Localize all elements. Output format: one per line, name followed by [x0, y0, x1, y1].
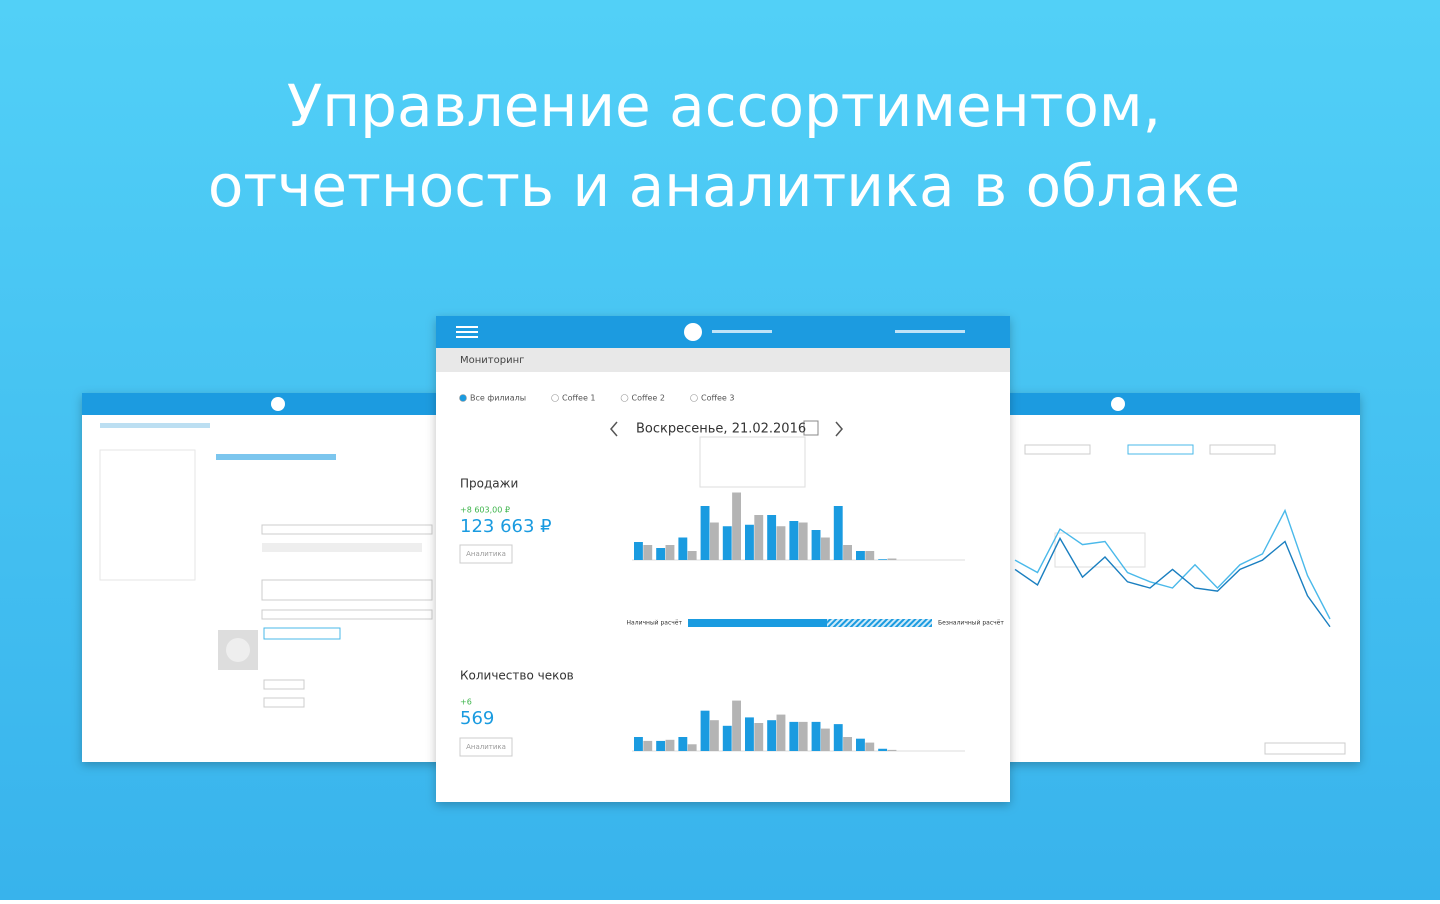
bar — [798, 522, 808, 560]
bar — [776, 714, 786, 751]
headline: отчетность и аналитика в облаке — [208, 152, 1240, 220]
radio-label: Coffee 3 — [701, 394, 734, 403]
bar — [887, 749, 897, 751]
bar — [754, 515, 764, 560]
sales-delta: +8 603,00 ₽ — [460, 506, 510, 515]
checks-total: 569 — [460, 708, 494, 729]
headline: Управление ассортиментом, — [287, 72, 1161, 140]
bar — [700, 710, 710, 751]
bar — [665, 545, 675, 560]
bar — [833, 506, 843, 560]
bar — [820, 537, 830, 560]
bar — [798, 721, 808, 751]
bar — [732, 492, 742, 560]
bar — [643, 545, 653, 560]
bar — [856, 551, 865, 560]
radio[interactable] — [459, 394, 467, 402]
bar — [687, 551, 697, 560]
bar — [634, 737, 643, 751]
bar — [865, 551, 875, 560]
analytics-button[interactable]: Аналитика — [466, 743, 506, 751]
bar — [843, 737, 853, 751]
payment-label: Наличный расчёт — [627, 620, 683, 627]
payment-share — [688, 619, 828, 627]
bar — [678, 737, 688, 751]
line-series — [1014, 536, 1331, 628]
bar — [811, 530, 821, 560]
checks-delta: +6 — [460, 698, 472, 707]
payment-share — [827, 619, 932, 627]
bar — [811, 721, 821, 751]
radio[interactable] — [690, 394, 698, 402]
bar — [820, 728, 830, 751]
radio-label: Coffee 1 — [562, 394, 595, 403]
bar — [887, 558, 897, 560]
bar — [700, 506, 710, 560]
bar — [767, 720, 777, 751]
bar — [709, 522, 719, 560]
bar — [634, 542, 643, 560]
sales-total: 123 663 ₽ — [460, 516, 552, 537]
checks-title: Количество чеков — [460, 669, 574, 683]
date: Воскресенье, 21.02.2016 — [636, 422, 806, 437]
bar — [754, 723, 764, 751]
bar — [843, 545, 853, 560]
left-panel — [82, 393, 442, 762]
analytics-button[interactable]: Аналитика — [466, 550, 506, 558]
radio[interactable] — [551, 394, 559, 402]
bar — [745, 717, 754, 751]
bar — [732, 700, 742, 751]
sales-title: Продажи — [460, 477, 518, 491]
bar — [745, 524, 754, 560]
bar — [709, 720, 719, 751]
line-series — [1014, 508, 1331, 620]
bar — [656, 740, 666, 751]
bar — [776, 526, 786, 560]
bar — [833, 724, 843, 751]
payment-label: Безналичный расчёт — [938, 620, 1004, 627]
radio-label: Все филиалы — [470, 394, 526, 403]
bar — [665, 739, 675, 751]
bar — [789, 521, 799, 560]
bar — [878, 748, 888, 751]
bar — [865, 742, 875, 751]
section-title: Мониторинг — [460, 355, 524, 366]
bar — [856, 738, 865, 751]
bar — [722, 526, 732, 560]
bar — [767, 515, 777, 560]
bar — [722, 725, 732, 751]
bar — [656, 548, 666, 560]
radio[interactable] — [620, 394, 629, 402]
radio-label: Coffee 2 — [632, 394, 665, 403]
bar — [789, 721, 799, 751]
bar — [687, 744, 697, 751]
bar — [678, 537, 688, 560]
bar — [878, 559, 888, 560]
bar — [643, 740, 653, 751]
